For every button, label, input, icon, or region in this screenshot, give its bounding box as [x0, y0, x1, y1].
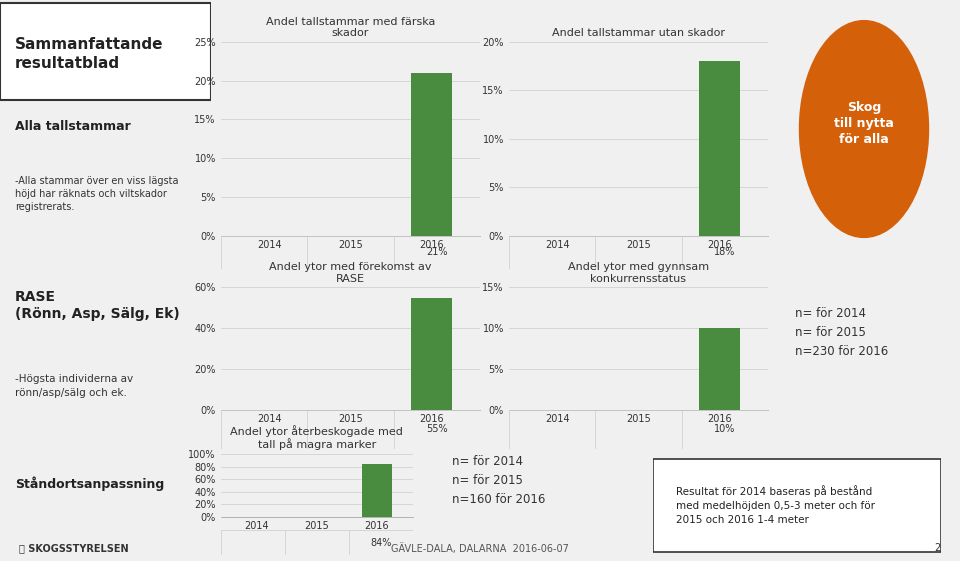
Text: 10%: 10%	[714, 424, 735, 434]
Text: n= för 2014
n= för 2015
n=160 för 2016: n= för 2014 n= för 2015 n=160 för 2016	[452, 455, 545, 505]
Text: 18%: 18%	[714, 247, 735, 257]
Bar	[411, 73, 451, 236]
Bar	[699, 61, 739, 236]
Title: Andel tallstammar med färska
skador: Andel tallstammar med färska skador	[266, 17, 435, 38]
Text: 84%: 84%	[371, 538, 392, 548]
Title: Andel ytor med förekomst av
RASE: Andel ytor med förekomst av RASE	[269, 263, 432, 284]
Text: -Alla stammar över en viss lägsta
höjd har räknats och viltskador
registrerats.: -Alla stammar över en viss lägsta höjd h…	[14, 176, 179, 212]
Text: Resultat för 2014 baseras på bestånd
med medelhöjden 0,5-3 meter och för
2015 oc: Resultat för 2014 baseras på bestånd med…	[676, 485, 875, 525]
Text: 🌿 SKOGSSTYRELSEN: 🌿 SKOGSSTYRELSEN	[19, 544, 129, 553]
Bar	[362, 464, 392, 517]
Text: 21%: 21%	[426, 247, 447, 257]
Text: 55%: 55%	[426, 424, 447, 434]
Text: Skog
till nytta
för alla: Skog till nytta för alla	[834, 102, 894, 146]
Title: Andel ytor med gynnsam
konkurrensstatus: Andel ytor med gynnsam konkurrensstatus	[567, 263, 709, 284]
Text: n= för 2014
n= för 2015
n=230 för 2016: n= för 2014 n= för 2015 n=230 för 2016	[795, 307, 889, 357]
Text: GÄVLE-DALA, DALARNA  2016-06-07: GÄVLE-DALA, DALARNA 2016-06-07	[391, 543, 569, 554]
Bar	[699, 328, 739, 410]
Circle shape	[800, 21, 928, 237]
Title: Andel ytor återbeskogade med
tall på magra marker: Andel ytor återbeskogade med tall på mag…	[230, 425, 403, 450]
Text: -Högsta individerna av
rönn/asp/sälg och ek.: -Högsta individerna av rönn/asp/sälg och…	[14, 374, 132, 398]
FancyBboxPatch shape	[653, 459, 941, 553]
Text: Alla tallstammar: Alla tallstammar	[14, 120, 131, 133]
Text: Sammanfattande
resultatblad: Sammanfattande resultatblad	[14, 37, 163, 71]
Text: Ståndortsanpassning: Ståndortsanpassning	[14, 476, 164, 491]
Title: Andel tallstammar utan skador: Andel tallstammar utan skador	[552, 28, 725, 38]
Text: 2: 2	[934, 544, 941, 553]
Bar	[411, 298, 451, 410]
Text: RASE
(Rönn, Asp, Sälg, Ek): RASE (Rönn, Asp, Sälg, Ek)	[14, 289, 180, 321]
FancyBboxPatch shape	[0, 3, 211, 100]
